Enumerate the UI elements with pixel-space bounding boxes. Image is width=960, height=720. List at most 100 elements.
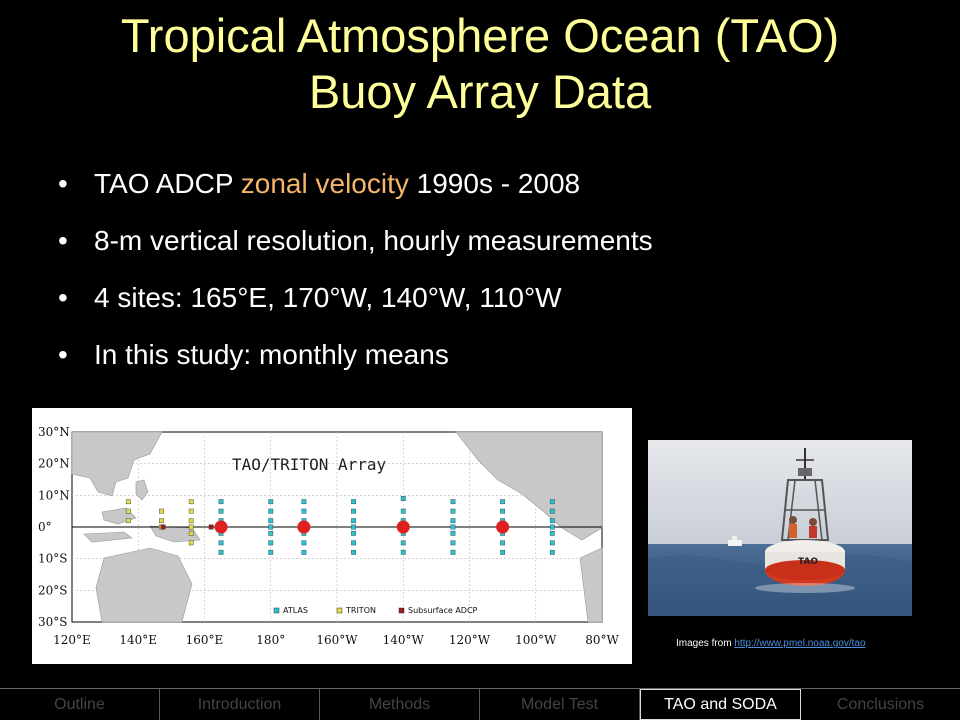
lat-label: 30°S [38,615,68,629]
slide-title: Tropical Atmosphere Ocean (TAO) Buoy Arr… [0,8,960,120]
atlas-buoy [218,549,224,555]
slide-title-line-1: Tropical Atmosphere Ocean (TAO) [120,9,840,62]
lon-label: 140°W [383,633,425,647]
atlas-buoy [268,508,274,514]
bullet-item: TAO ADCP zonal velocity 1990s - 2008 [58,168,653,200]
atlas-buoy [301,508,307,514]
bullet-item: 8-m vertical resolution, hourly measurem… [58,225,653,257]
nav-tab-introduction[interactable]: Introduction [160,689,320,720]
atlas-buoy [450,549,456,555]
atlas-buoy [500,508,506,514]
atlas-buoy [268,499,274,505]
triton-buoy [188,524,194,530]
triton-buoy [188,518,194,524]
image-credit-text: Images from [676,638,735,649]
atlas-buoy [450,518,456,524]
atlas-buoy [268,518,274,524]
atlas-buoy [351,524,356,530]
triton-buoy [188,530,194,536]
triton-buoy [125,518,131,524]
triton-buoy [159,508,164,514]
atlas-buoy [549,499,555,505]
lat-label: 20°S [38,583,68,597]
lon-label: 80°W [585,633,619,647]
study-site-marker [496,520,510,534]
legend-adcp-swatch [398,607,405,614]
adcp-buoy [208,524,214,530]
lon-label: 160°E [186,633,224,647]
adcp-buoy [160,524,166,530]
bullet-list: TAO ADCP zonal velocity 1990s - 2008 8-m… [58,168,653,396]
study-site-marker [214,520,228,534]
atlas-buoy [301,499,307,505]
atlas-buoy [351,540,356,546]
atlas-buoy [218,508,224,514]
lat-label: 20°N [38,457,70,471]
lat-label: 10°S [38,552,68,566]
atlas-buoy [301,549,307,555]
bullet-text: In this study: monthly means [94,339,449,370]
atlas-buoy [268,530,274,536]
lat-label: 10°N [38,488,70,502]
atlas-buoy [450,499,456,505]
map-land [71,431,603,623]
atlas-buoy [351,518,356,524]
nav-tab-outline[interactable]: Outline [0,689,160,720]
lon-label: 100°W [515,633,557,647]
legend-triton-label: TRITON [345,606,376,615]
atlas-buoy [351,530,356,536]
nav-tab-methods[interactable]: Methods [320,689,480,720]
atlas-buoy [400,540,406,546]
triton-buoy [188,540,194,546]
buoy-photo: TAO [648,440,912,616]
bullet-text: TAO ADCP [94,168,241,199]
svg-text:TAO: TAO [798,557,818,567]
lat-axis-labels: 30°N 20°N 10°N 0° 10°S 20°S 30°S [38,425,70,629]
atlas-buoy [301,540,307,546]
atlas-buoy [351,499,356,505]
slide-title-line-2: Buoy Array Data [308,65,652,118]
study-site-marker [396,520,410,534]
atlas-buoy [218,540,224,546]
atlas-buoy [450,524,456,530]
legend-triton-swatch [336,607,343,614]
bullet-item: In this study: monthly means [58,339,653,371]
atlas-buoy [549,518,555,524]
bullet-item: 4 sites: 165°E, 170°W, 140°W, 110°W [58,282,653,314]
legend-adcp-label: Subsurface ADCP [408,606,478,615]
lon-label: 160°W [316,633,358,647]
bullet-text: 8-m vertical resolution, hourly measurem… [94,225,653,256]
section-nav: Outline Introduction Methods Model Test … [0,688,960,720]
atlas-buoy [268,524,274,530]
map-legend: ATLAS TRITON Subsurface ADCP [273,606,478,615]
bullet-highlight: zonal velocity [240,168,409,199]
triton-buoy [159,518,164,524]
buoy-photo-image: TAO [648,440,912,616]
triton-buoy [188,508,194,514]
study-site-marker [297,520,311,534]
triton-buoy [125,508,131,514]
nav-tab-model-test[interactable]: Model Test [480,689,640,720]
image-credit-link[interactable]: http://www.pmel.noaa.gov/tao [734,638,866,649]
atlas-buoy [500,549,506,555]
atlas-buoy [500,499,506,505]
atlas-buoy [549,508,555,514]
atlas-buoy [218,499,224,505]
triton-buoy [188,499,194,505]
atlas-buoy [351,508,356,514]
legend-atlas-label: ATLAS [283,606,308,615]
atlas-buoy [450,530,456,536]
nav-tab-conclusions[interactable]: Conclusions [836,695,925,713]
atlas-buoy [549,540,555,546]
atlas-buoy [400,549,406,555]
lon-label: 180° [256,633,285,647]
lat-label: 30°N [38,425,70,439]
lon-label: 120°W [449,633,491,647]
atlas-buoy [549,549,555,555]
atlas-buoy [268,549,274,555]
tao-array-map: TAO/TRITON Array 30°N 20°N 10°N 0° 10°S 20°S 3… [32,408,632,664]
nav-tab-tao-and-soda[interactable]: TAO and SODA [640,689,801,720]
map-figure: TAO/TRITON Array 30°N20°N10°N0°10°S20°S3… [38,425,619,647]
bullet-text-end: 1990s - 2008 [408,168,581,199]
atlas-buoy [549,530,555,536]
